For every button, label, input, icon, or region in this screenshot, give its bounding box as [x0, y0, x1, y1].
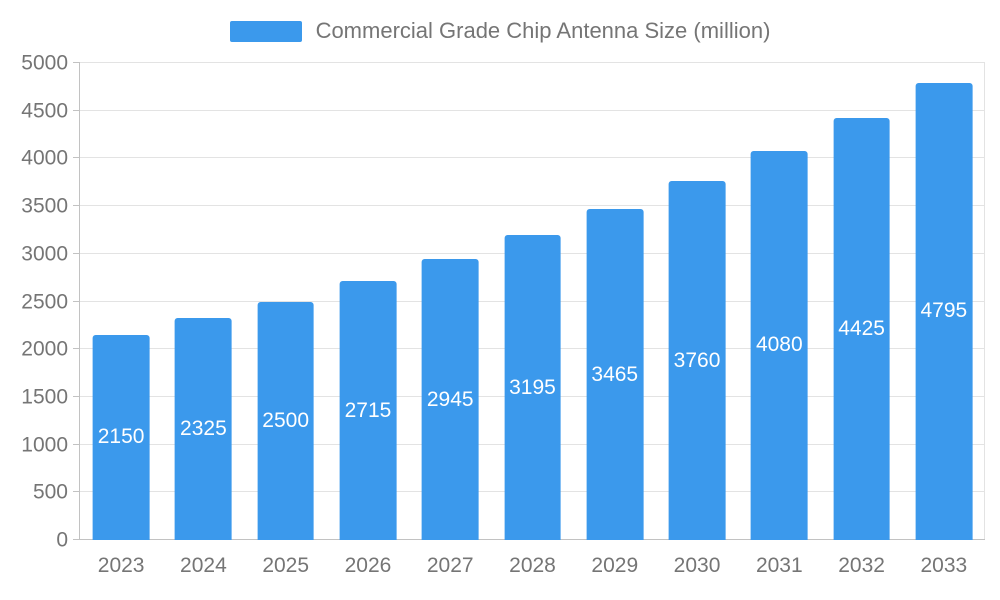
x-axis-tick-label: 2027	[426, 554, 474, 577]
y-axis-tick-label: 4000	[21, 146, 68, 170]
gridline	[80, 157, 985, 159]
y-axis-tick	[73, 348, 80, 350]
bar-value-label: 3760	[673, 348, 721, 372]
gridline	[80, 62, 985, 63]
y-axis-tick-label: 2000	[21, 337, 68, 361]
gridline	[80, 109, 985, 111]
bar: 4425	[833, 117, 890, 540]
bar: 2500	[257, 301, 315, 540]
bar-value-label: 3195	[509, 375, 556, 399]
y-axis-tick-label: 1000	[21, 433, 68, 457]
bar-value-label: 2150	[97, 425, 145, 449]
y-axis-tick-label: 2500	[21, 290, 68, 313]
x-axis-tick-label: 2024	[180, 554, 227, 577]
y-axis-tick	[73, 539, 80, 540]
y-axis-tick	[73, 300, 80, 302]
bar: 2150	[92, 334, 150, 540]
y-axis-tick-label: 4500	[21, 99, 68, 123]
y-axis-tick	[73, 205, 80, 207]
plot-area: 0 500 1000 1500 2000 2500 3000 3500 4000 4500 5000…	[21, 53, 985, 577]
x-axis-tick-label: 2030	[673, 554, 721, 577]
bar: 3465	[586, 209, 644, 540]
gridline	[80, 205, 985, 207]
y-axis-tick	[73, 395, 80, 397]
x-axis-tick-label: 2028	[509, 554, 556, 577]
y-axis-tick	[73, 443, 80, 445]
y-axis-tick	[73, 157, 80, 159]
x-axis-tick-label: 2031	[755, 554, 803, 577]
x-axis-tick-label: 2025	[262, 554, 310, 577]
y-axis-tick-label: 500	[32, 480, 68, 504]
bar: 2325	[175, 318, 232, 540]
bar-value-label: 4795	[920, 299, 968, 323]
y-axis-tick	[73, 62, 80, 63]
y-axis-tick	[73, 252, 80, 254]
y-axis-tick-label: 1500	[21, 385, 68, 409]
y-axis-line	[79, 63, 80, 540]
x-axis-tick-label: 2032	[838, 554, 885, 577]
y-axis-tick-label: 5000	[21, 51, 68, 75]
bar: 4795	[915, 82, 973, 540]
bar-value-label: 3465	[591, 362, 639, 386]
legend-swatch	[229, 20, 302, 42]
y-axis-tick	[73, 491, 80, 493]
y-axis-tick-label: 0	[56, 528, 68, 552]
x-axis-tick-label: 2026	[344, 554, 392, 577]
bar-value-label: 2715	[344, 398, 392, 422]
bar: 2945	[421, 259, 479, 540]
bar: 3760	[668, 181, 726, 540]
bar-value-label: 2500	[262, 408, 310, 432]
bar: 4080	[750, 150, 808, 540]
x-axis-tick-label: 2033	[920, 554, 968, 577]
plot-right-border	[984, 63, 985, 540]
bar-value-label: 4080	[755, 333, 803, 357]
y-axis-tick-label: 3000	[21, 242, 68, 266]
bar-value-label: 2325	[180, 417, 227, 441]
bar-value-label: 4425	[838, 316, 885, 340]
bar-value-label: 2945	[426, 387, 474, 411]
legend-label: Commercial Grade Chip Antenna Size (mill…	[315, 18, 771, 43]
legend[interactable]: Commercial Grade Chip Antenna Size (mill…	[0, 18, 1000, 44]
bar: 3195	[504, 235, 561, 540]
x-axis-tick-label: 2029	[591, 554, 639, 577]
bar: 2715	[339, 281, 397, 540]
x-axis-tick-label: 2023	[97, 554, 145, 577]
y-axis-tick-label: 3500	[21, 194, 68, 218]
y-axis-tick	[73, 109, 80, 111]
